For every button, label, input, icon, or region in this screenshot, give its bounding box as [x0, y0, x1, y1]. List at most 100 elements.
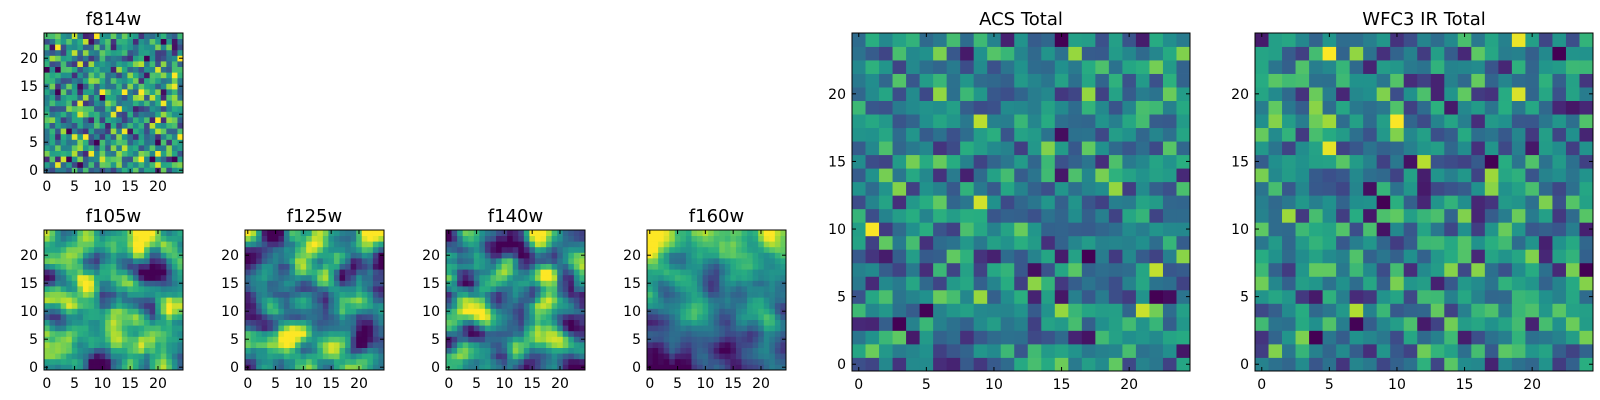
heatmap-cell — [333, 353, 340, 360]
heatmap-cell — [328, 358, 335, 365]
heatmap-cell — [919, 289, 934, 304]
heatmap-cell — [339, 230, 346, 236]
heatmap-cell — [77, 89, 84, 95]
heatmap-cell — [66, 77, 73, 84]
heatmap-cell — [1108, 60, 1123, 74]
heatmap-cell — [88, 145, 95, 151]
heatmap-cell — [512, 342, 519, 348]
heatmap-cell — [295, 230, 301, 236]
heatmap-cell — [82, 291, 89, 298]
heatmap-cell — [1282, 330, 1296, 345]
heatmap-cell — [919, 303, 934, 318]
heatmap-cell — [1430, 276, 1445, 291]
heatmap-cell — [446, 241, 452, 248]
heatmap-cell — [110, 117, 117, 123]
heatmap-cell — [473, 258, 480, 264]
heatmap-cell — [496, 308, 502, 315]
heatmap-cell — [647, 319, 653, 326]
heatmap-cell — [1309, 141, 1323, 156]
heatmap-cell — [758, 286, 765, 292]
heatmap-cell — [540, 252, 547, 259]
heatmap-cell — [177, 38, 184, 45]
heatmap-cell — [110, 167, 117, 174]
heatmap-cell — [1363, 289, 1378, 304]
heatmap-cell — [1162, 114, 1177, 129]
heatmap-cell — [71, 325, 78, 332]
heatmap-cell — [367, 291, 374, 298]
heatmap-cell — [1336, 141, 1351, 156]
heatmap-cell — [110, 258, 117, 264]
heatmap-cell — [99, 72, 106, 79]
heatmap-cell — [66, 269, 73, 276]
heatmap-cell — [562, 319, 569, 326]
heatmap-cell — [155, 156, 162, 163]
heatmap-cell — [735, 319, 742, 326]
heatmap-cell — [1309, 330, 1323, 345]
heatmap-cell — [741, 269, 748, 276]
heatmap-cell — [1149, 154, 1164, 169]
heatmap-cell — [987, 222, 1002, 237]
heatmap-cell — [490, 302, 497, 309]
heatmap-cell — [127, 241, 134, 248]
heatmap-cell — [1054, 87, 1069, 101]
heatmap-cell — [652, 246, 659, 253]
heatmap-cell — [987, 330, 1002, 345]
heatmap-cell — [1054, 249, 1069, 264]
heatmap-cell — [367, 353, 374, 360]
heatmap-cell — [306, 319, 313, 326]
heatmap-cell — [1484, 60, 1499, 74]
heatmap-cell — [490, 252, 497, 259]
heatmap-cell — [1162, 33, 1177, 47]
heatmap-cell — [1027, 141, 1042, 156]
heatmap-cell — [361, 308, 368, 315]
heatmap-cell — [1511, 289, 1526, 304]
heatmap-cell — [155, 72, 162, 79]
heatmap-cell — [658, 291, 665, 298]
y-tick-label: 0 — [29, 360, 38, 376]
heatmap-cell — [138, 325, 145, 332]
heatmap-cell — [356, 342, 363, 348]
heatmap-cell — [361, 291, 368, 298]
heatmap-cell — [540, 258, 547, 264]
heatmap-cell — [166, 117, 173, 123]
heatmap-cell — [1041, 235, 1056, 250]
heatmap-cell — [1309, 114, 1323, 129]
heatmap-cell — [1322, 343, 1337, 358]
heatmap-cell — [490, 308, 497, 315]
heatmap-cell — [60, 258, 67, 264]
heatmap-cell — [685, 286, 692, 292]
heatmap-cell — [261, 252, 268, 259]
heatmap-cell — [149, 297, 156, 304]
heatmap-cell — [1014, 195, 1029, 210]
heatmap-cell — [306, 246, 313, 253]
heatmap-cell — [71, 330, 78, 337]
heatmap-cell — [892, 60, 907, 74]
heatmap-cell — [261, 353, 268, 360]
heatmap-cell — [55, 308, 62, 315]
heatmap-cell — [1081, 235, 1096, 250]
heatmap-cell — [99, 161, 106, 168]
heatmap-cell — [177, 49, 184, 56]
heatmap-cell — [562, 336, 569, 343]
heatmap-cell — [1000, 208, 1015, 223]
x-tick-label: 15 — [523, 376, 541, 392]
heatmap-cell — [99, 263, 106, 270]
heatmap-cell — [735, 252, 742, 259]
heatmap-cell — [1363, 316, 1378, 331]
heatmap-cell — [356, 325, 363, 332]
heatmap-cell — [879, 249, 893, 264]
heatmap-cell — [105, 133, 112, 140]
heatmap-cell — [512, 230, 519, 236]
heatmap-cell — [1484, 262, 1499, 277]
heatmap-cell — [540, 280, 547, 287]
heatmap-cell — [518, 252, 525, 259]
heatmap-cell — [160, 111, 167, 118]
heatmap-cell — [127, 94, 134, 101]
heatmap-cell — [171, 49, 178, 56]
heatmap-cell — [322, 358, 329, 365]
heatmap-cell — [328, 235, 335, 242]
heatmap-cell — [71, 133, 78, 140]
heatmap-cell — [669, 241, 676, 248]
heatmap-cell — [685, 241, 692, 248]
heatmap-cell — [1081, 154, 1096, 169]
